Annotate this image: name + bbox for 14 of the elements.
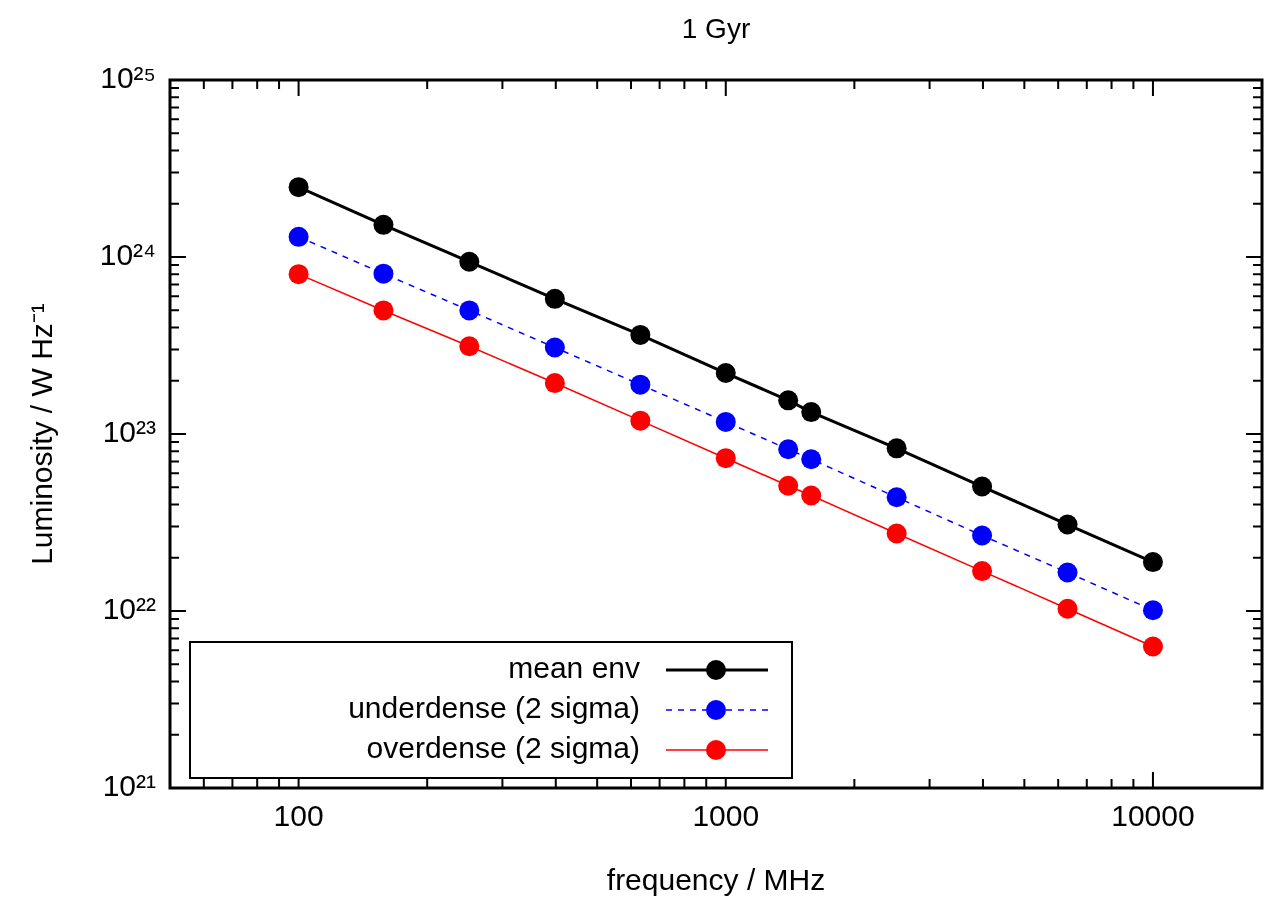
y-tick-label: 10²⁴ xyxy=(99,238,156,272)
chart-title: 1 Gyr xyxy=(681,12,751,44)
x-tick-label: 1000 xyxy=(692,799,760,833)
y-tick-label: 10²² xyxy=(102,592,156,626)
legend-label: overdense (2 sigma) xyxy=(366,731,640,765)
x-axis-title: frequency / MHz xyxy=(606,863,826,897)
y-tick-label: 10²¹ xyxy=(102,769,156,803)
legend-label: mean env xyxy=(508,651,640,685)
y-tick-label: 10²⁵ xyxy=(100,61,156,95)
x-tick-label: 100 xyxy=(273,799,324,833)
y-axis-title: Luminosity / W Hz⁻¹ xyxy=(25,303,59,565)
x-tick-label: 10000 xyxy=(1111,799,1195,833)
y-tick-label: 10²³ xyxy=(102,415,156,449)
legend-label: underdense (2 sigma) xyxy=(348,691,640,725)
